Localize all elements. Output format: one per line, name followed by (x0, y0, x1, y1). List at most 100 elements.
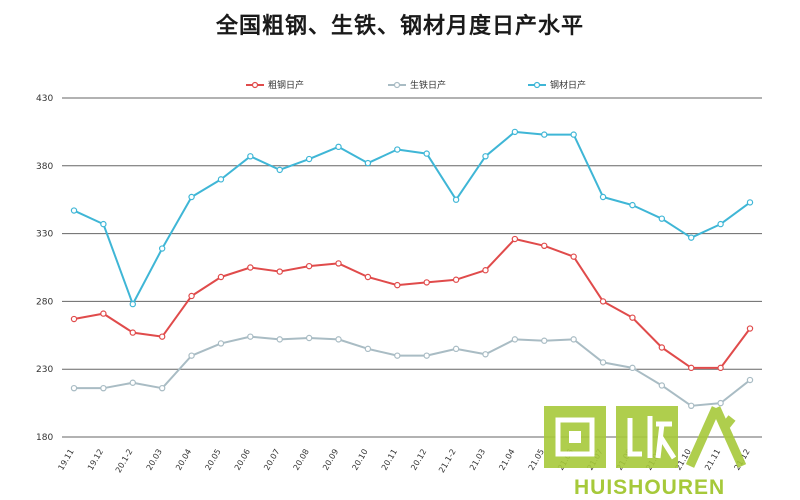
data-point (276, 336, 283, 343)
data-point (688, 234, 695, 241)
data-point (599, 359, 607, 366)
watermark-text: HUISHOUREN (574, 476, 726, 499)
y-axis: 180 230 280 330 380 430 (36, 94, 53, 443)
data-point (100, 220, 107, 228)
data-point (629, 314, 636, 321)
data-point (158, 384, 166, 392)
gridlines (62, 97, 762, 438)
data-point (129, 329, 136, 336)
data-point (717, 399, 724, 407)
x-tick-label: 20.10 (350, 448, 369, 472)
x-tick-label: 20.05 (203, 448, 222, 472)
data-point (658, 215, 666, 222)
x-tick-label: 20.06 (233, 448, 252, 472)
x-tick-label: 20.12 (409, 448, 428, 472)
x-tick-label: 21.03 (468, 448, 487, 472)
data-point (452, 196, 460, 203)
data-point (746, 325, 754, 332)
data-point (188, 352, 195, 359)
data-point (570, 336, 577, 343)
data-point (364, 345, 372, 353)
data-point (158, 245, 166, 252)
data-point (688, 364, 695, 372)
data-point (364, 273, 372, 281)
legend-marker (393, 81, 401, 89)
data-point (70, 384, 78, 392)
y-tick-label: 230 (36, 365, 53, 375)
series-group (70, 128, 754, 410)
legend-marker (251, 81, 259, 89)
x-tick-label: 20.03 (145, 448, 164, 472)
legend: 粗钢日产 生铁日产 钢材日产 (246, 79, 586, 91)
x-tick-label: 21.1-2 (437, 448, 458, 475)
data-point (511, 128, 519, 136)
data-point (629, 364, 636, 372)
data-point (746, 376, 754, 384)
data-point (423, 279, 430, 286)
data-point (423, 150, 430, 157)
data-point (305, 262, 313, 270)
data-point (129, 379, 136, 386)
data-point (364, 159, 372, 167)
data-point (217, 340, 225, 347)
data-point (423, 352, 430, 359)
watermark-logo: HUISHOUREN (538, 400, 800, 500)
series-line-2 (73, 130, 751, 306)
legend-label: 生铁日产 (410, 79, 446, 91)
y-tick-label: 380 (36, 162, 53, 172)
data-point (100, 384, 107, 392)
data-point (188, 292, 195, 300)
data-point (158, 333, 166, 340)
data-point (482, 153, 489, 160)
x-tick-label: 19.12 (86, 448, 105, 472)
data-point (305, 155, 313, 163)
data-point (70, 315, 78, 323)
data-point (658, 344, 666, 351)
data-point (247, 333, 254, 340)
data-point (511, 235, 519, 243)
data-point (70, 207, 78, 214)
data-point (599, 193, 607, 201)
data-point (335, 260, 342, 267)
y-tick-label: 330 (36, 230, 53, 240)
data-point (394, 352, 401, 359)
data-point (541, 242, 548, 250)
data-point (217, 176, 225, 183)
data-point (247, 264, 254, 271)
data-point (394, 146, 401, 153)
data-point (276, 166, 283, 174)
data-point (276, 268, 283, 275)
x-tick-label: 20.07 (262, 448, 281, 472)
legend-label: 粗钢日产 (268, 79, 304, 91)
x-tick-label: 20.04 (174, 448, 193, 472)
data-point (452, 276, 460, 283)
chart-title: 全国粗钢、生铁、钢材月度日产水平 (215, 14, 584, 39)
legend-marker (533, 81, 541, 89)
data-point (305, 334, 313, 342)
data-point (570, 131, 577, 138)
data-point (511, 336, 519, 343)
series-line-1 (74, 335, 751, 407)
x-tick-label: 21.04 (497, 448, 516, 472)
data-point (688, 402, 695, 410)
series-line-0 (73, 238, 751, 369)
data-point (335, 143, 342, 151)
data-point (188, 193, 195, 201)
data-point (717, 364, 724, 372)
x-tick-label: 20.11 (380, 448, 399, 472)
data-point (541, 131, 548, 138)
data-point (541, 337, 548, 344)
data-point (482, 267, 489, 274)
x-tick-label: 20.1-2 (114, 448, 135, 475)
x-tick-label: 19.11 (56, 448, 75, 472)
data-point (100, 310, 107, 317)
data-point (599, 298, 607, 305)
y-tick-label: 280 (36, 297, 53, 307)
data-point (247, 153, 254, 160)
data-point (129, 300, 136, 308)
legend-label: 钢材日产 (550, 79, 586, 91)
data-point (658, 382, 666, 389)
y-tick-label: 430 (36, 94, 53, 104)
x-tick-label: 20.09 (321, 448, 340, 472)
